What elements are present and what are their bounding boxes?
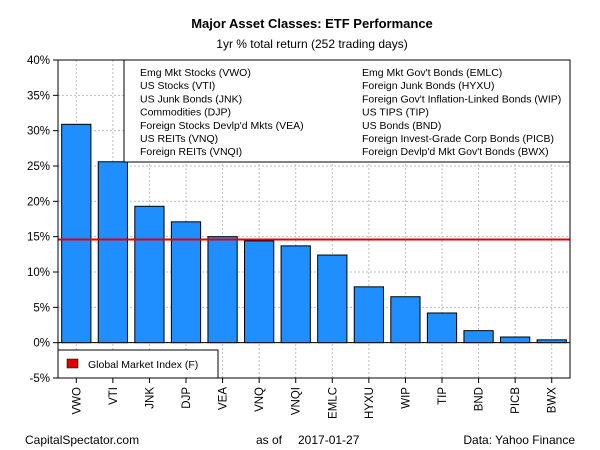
y-tick-label: 5% xyxy=(33,302,50,314)
bar-hyxu xyxy=(353,286,384,344)
legend-entry-right: US TIPS (TIP) xyxy=(362,107,429,119)
legend-entry-right: Foreign Invest-Grade Corp Bonds (PICB) xyxy=(362,133,554,145)
global-index-legend: Global Market Index (F) xyxy=(57,349,219,379)
footer-source-left: CapitalSpectator.com xyxy=(25,433,139,447)
bar-vwo xyxy=(61,123,92,344)
legend-entry-left: Foreign Stocks Devlp'd Mkts (VEA) xyxy=(140,120,304,132)
legend-entry-right: Foreign Gov't Inflation-Linked Bonds (WI… xyxy=(362,93,561,105)
y-tick-label: 40% xyxy=(27,55,50,67)
footer-as-of-date: 2017-01-27 xyxy=(298,433,360,447)
bars xyxy=(61,123,567,344)
axes: -5% 0% 5% 10% 15% 20% 25% 30% 35% 40% VWO VTI JNK DJP… xyxy=(27,55,571,419)
chart-subtitle: 1yr % total return (252 trading days) xyxy=(216,37,407,51)
bar-vea xyxy=(207,236,238,344)
chart-title: Major Asset Classes: ETF Performance xyxy=(191,16,433,31)
global-index-legend-swatch xyxy=(66,358,79,369)
y-tick-label: 30% xyxy=(27,126,50,138)
x-tick-label: EMLC xyxy=(327,387,339,419)
bar-jnk xyxy=(134,205,165,344)
x-tick-label: VTI xyxy=(108,387,120,405)
y-tick-label: -5% xyxy=(30,373,50,385)
legend-entry-left: Emg Mkt Stocks (VWO) xyxy=(140,67,251,79)
x-tick-label: DJP xyxy=(181,387,193,409)
bar-djp xyxy=(170,221,202,344)
y-tick-label: 25% xyxy=(27,161,50,173)
y-tick-label: 15% xyxy=(27,232,50,244)
x-tick-label: HYXU xyxy=(364,387,376,419)
bar-vnqi xyxy=(280,245,311,344)
y-tick-label: 35% xyxy=(27,90,50,102)
bar-bnd xyxy=(463,330,494,344)
x-tick-label: PICB xyxy=(510,387,522,414)
bar-vnq xyxy=(244,240,275,344)
legend-entry-left: US Junk Bonds (JNK) xyxy=(140,93,242,105)
legend-entry-right: Foreign Devlp'd Mkt Gov't Bonds (BWX) xyxy=(362,146,549,158)
bar-vti xyxy=(97,161,128,344)
x-tick-label: WIP xyxy=(400,387,412,409)
footer-as-of-label: as of xyxy=(256,433,283,447)
plot-frame xyxy=(57,59,571,379)
y-tick-label: 0% xyxy=(33,338,50,350)
x-tick-label: TIP xyxy=(437,387,449,405)
bar-emlc xyxy=(317,254,348,344)
x-tick-label: VNQ xyxy=(254,387,266,412)
bar-bwx xyxy=(536,339,567,344)
x-tick-label: VEA xyxy=(218,387,230,410)
asset-legend-box xyxy=(123,59,571,163)
y-tick-label: 10% xyxy=(27,267,50,279)
legend-entry-right: Foreign Junk Bonds (HYXU) xyxy=(362,80,494,92)
x-tick-label: JNK xyxy=(144,387,156,409)
legend-entry-left: US Stocks (VTI) xyxy=(140,80,215,92)
legend-entry-left: Commodities (DJP) xyxy=(140,107,231,119)
x-tick-label: BND xyxy=(474,387,486,411)
bar-tip xyxy=(426,312,458,344)
global-index-legend-label: Global Market Index (F) xyxy=(88,359,198,371)
footer-source-right: Data: Yahoo Finance xyxy=(463,433,575,447)
x-tick-label: VNQI xyxy=(291,387,303,415)
legend-entry-left: US REITs (VNQ) xyxy=(140,133,218,145)
bar-picb xyxy=(500,336,531,344)
legend-entry-right: Emg Mkt Gov't Bonds (EMLC) xyxy=(362,67,502,79)
legend-entry-right: US Bonds (BND) xyxy=(362,120,441,132)
global-index-legend-box xyxy=(57,349,219,379)
bar-wip xyxy=(390,296,421,344)
legend-entry-left: Foreign REITs (VNQI) xyxy=(140,146,242,158)
asset-legend: Emg Mkt Stocks (VWO)US Stocks (VTI)US Ju… xyxy=(123,59,571,163)
x-tick-label: VWO xyxy=(71,387,83,415)
y-tick-label: 20% xyxy=(27,196,50,208)
x-tick-label: BWX xyxy=(547,387,559,414)
